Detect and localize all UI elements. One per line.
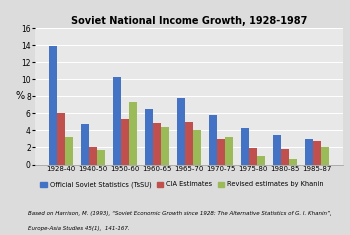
Bar — [185, 122, 193, 164]
Bar — [57, 113, 65, 164]
Bar — [81, 124, 89, 164]
Bar — [289, 159, 297, 164]
Bar — [225, 137, 233, 164]
Bar — [49, 46, 57, 164]
Legend: Official Soviet Statistics (TsSU), CIA Estimates, Revised estimates by Khanin: Official Soviet Statistics (TsSU), CIA E… — [38, 179, 326, 191]
Bar — [177, 98, 185, 164]
Bar — [281, 149, 289, 164]
Bar — [257, 156, 265, 164]
Bar — [121, 119, 129, 164]
Bar — [305, 139, 313, 164]
Bar — [273, 135, 281, 164]
Bar — [65, 137, 73, 164]
Bar — [249, 148, 257, 164]
Title: Soviet National Income Growth, 1928-1987: Soviet National Income Growth, 1928-1987 — [71, 16, 307, 26]
Bar — [97, 150, 105, 164]
Bar — [161, 127, 169, 164]
Bar — [241, 128, 249, 164]
Bar — [113, 77, 121, 164]
Text: Based on Harrison, M. (1993), “Soviet Economic Growth since 1928: The Alternativ: Based on Harrison, M. (1993), “Soviet Ec… — [28, 212, 332, 216]
Bar — [217, 139, 225, 164]
Bar — [145, 109, 153, 164]
Bar — [193, 129, 201, 164]
Bar — [89, 148, 97, 164]
Y-axis label: %: % — [15, 91, 24, 101]
Bar — [209, 115, 217, 164]
Bar — [313, 141, 321, 164]
Bar — [129, 102, 137, 164]
Bar — [321, 148, 329, 164]
Bar — [153, 123, 161, 164]
Text: Europe-Asia Studies 45(1),  141-167.: Europe-Asia Studies 45(1), 141-167. — [28, 226, 130, 231]
